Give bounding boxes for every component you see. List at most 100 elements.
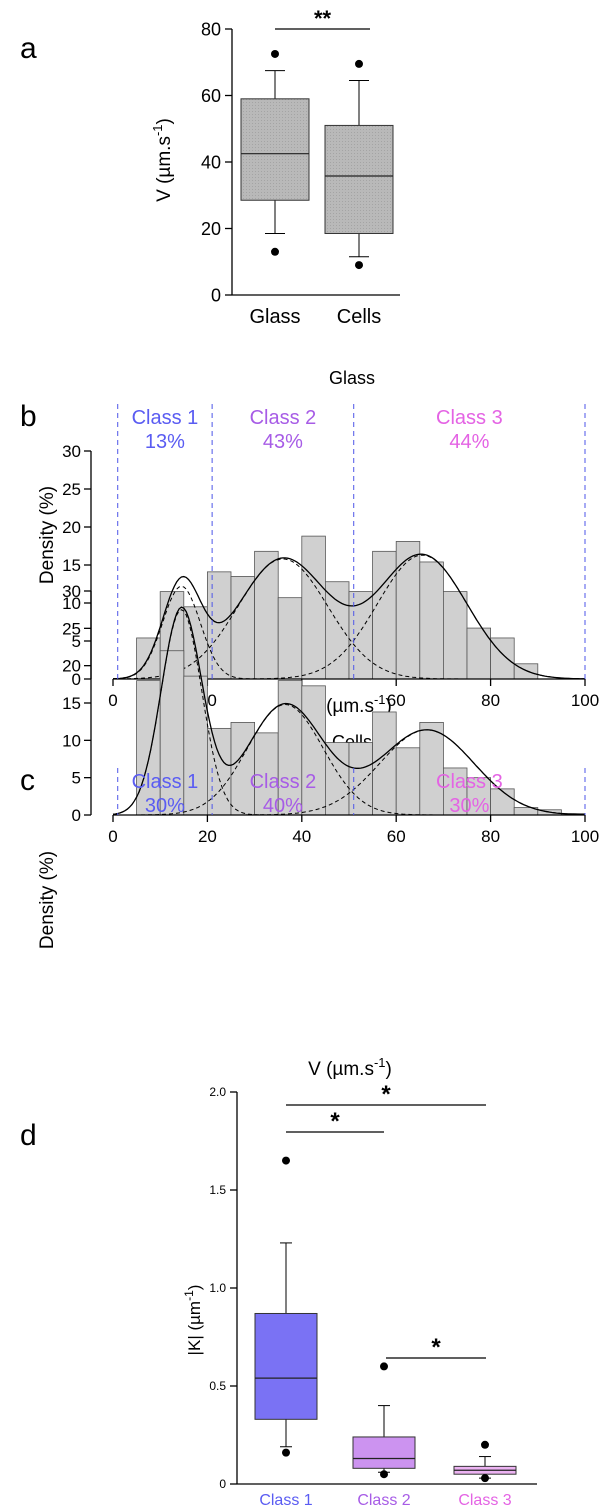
class-percent: 30% [145,795,185,817]
y-tick-label: 20 [62,657,81,676]
x-tick-label: 100 [571,691,599,710]
panel-a-ylabel-close: ) [154,118,175,124]
mixture-fit-curve [112,606,586,816]
histogram-bar [372,711,397,816]
gaussian-component-curve [113,703,585,816]
panel-label-b: b [20,400,37,433]
x-tick-label: 80 [481,827,500,846]
panel-b-title: Glass [329,368,375,388]
y-tick-label: 0 [219,1477,226,1491]
class-percent: 43% [263,431,303,453]
histogram-bar [277,597,303,680]
y-tick-label: 2.0 [209,1085,226,1099]
gaussian-component-curve [113,729,586,816]
x-tick-label: 100 [571,827,599,846]
gaussian-component-curve [113,558,585,680]
significance-star: ** [314,6,332,31]
box-iqr [254,1312,318,1420]
class-label: Class 2 [250,771,317,793]
histogram-bar [230,722,256,816]
panel-b-xlabel-unit: µm.s [332,696,374,717]
category-label: Class 2 [357,1492,410,1509]
panel-a-plot-area: 0 20 40 60 80 Glass Cells ** [201,6,400,328]
box-iqr [324,124,394,234]
histogram-bar [324,742,350,816]
y-tick-label: 5 [72,769,81,788]
y-tick-label: 1.5 [209,1183,226,1197]
x-tick-label: 60 [387,827,406,846]
class-label: Class 1 [132,771,199,793]
panel-label-d: d [20,1119,37,1152]
y-tick-label: 30 [62,442,81,461]
panel-c-ylabel: Density (%) [37,851,58,949]
y-tick-label: 40 [201,152,221,172]
y-tick-label: 0 [211,285,221,305]
y-tick-label: 80 [201,19,221,39]
histogram-bar [183,675,208,816]
y-tick-label: 0 [72,670,81,689]
category-label: Class 3 [458,1492,511,1509]
panel-a-boxplot: 0 20 40 60 80 Glass Cells ** V (µm.s-1) [150,6,400,328]
significance-star: * [330,1108,340,1135]
histogram-bar [301,535,326,680]
panel-c-xlabel-exp: -1 [374,1055,386,1070]
histogram-bar [442,591,468,680]
histogram-bar [254,550,279,680]
category-label: Class 1 [259,1492,312,1509]
histogram-bar [183,606,208,680]
histogram-bar [395,541,421,680]
histogram-bar [206,727,232,816]
y-tick-label: 60 [201,86,221,106]
y-tick-label: 1.0 [209,1281,226,1295]
histogram-bar [419,561,444,680]
y-tick-label: 10 [62,731,81,750]
y-tick-label: 5 [72,632,81,651]
class-percent: 40% [263,795,303,817]
y-tick-label: 25 [62,619,81,638]
y-tick-label: 20 [201,219,221,239]
class-percent: 44% [449,431,489,453]
class-label: Class 2 [250,407,317,429]
histogram-bar [230,576,256,680]
y-tick-label: 0.5 [209,1379,226,1393]
histogram-bar [395,747,421,816]
panel-b-xlabel-exp: -1 [374,692,386,707]
x-tick-label: 0 [108,691,117,710]
panel-a-ylabel-unit: µm.s [154,136,175,178]
y-tick-label: 30 [62,582,81,601]
x-tick-label: 80 [481,691,500,710]
mixture-fit-curve [112,553,585,680]
panel-c-xlabel: V (µm.s-1) [308,1055,392,1080]
outlier-point [481,1440,489,1449]
significance-star: * [381,1081,391,1108]
panel-b-xlabel-close: ) [386,696,392,717]
outlier-point [481,1474,489,1483]
category-label: Cells [337,306,381,328]
histogram-bar [301,685,326,816]
x-tick-label: 20 [198,827,217,846]
outlier-point [271,49,279,58]
panel-d-ylabel-exp: -1 [182,1290,196,1301]
panel-c-xlabel-unit: µm.s [332,1059,374,1080]
outlier-point [271,247,279,256]
class-percent: 13% [145,431,185,453]
outlier-point [355,59,363,68]
histogram-bar [206,571,232,680]
histogram-bar [348,742,374,816]
histogram-bar [348,591,374,680]
y-tick-label: 15 [62,556,81,575]
panel-d-plot-area: 0 0.5 1.0 1.5 2.0 Class 1 Class 2 Class 3 * * * [209,1081,537,1509]
panel-c-xlabel-close: ) [386,1059,392,1080]
x-tick-label: 40 [292,827,311,846]
panel-d-ylabel-unit: µm [185,1301,204,1325]
panel-label-c: c [20,764,35,797]
histogram-bar [372,550,397,680]
panel-a-ylabel: V (µm.s-1) [150,118,175,202]
y-tick-label: 0 [72,806,81,825]
outlier-point [380,1362,388,1371]
panel-d-ylabel: |K| (µm-1) [182,1285,204,1356]
